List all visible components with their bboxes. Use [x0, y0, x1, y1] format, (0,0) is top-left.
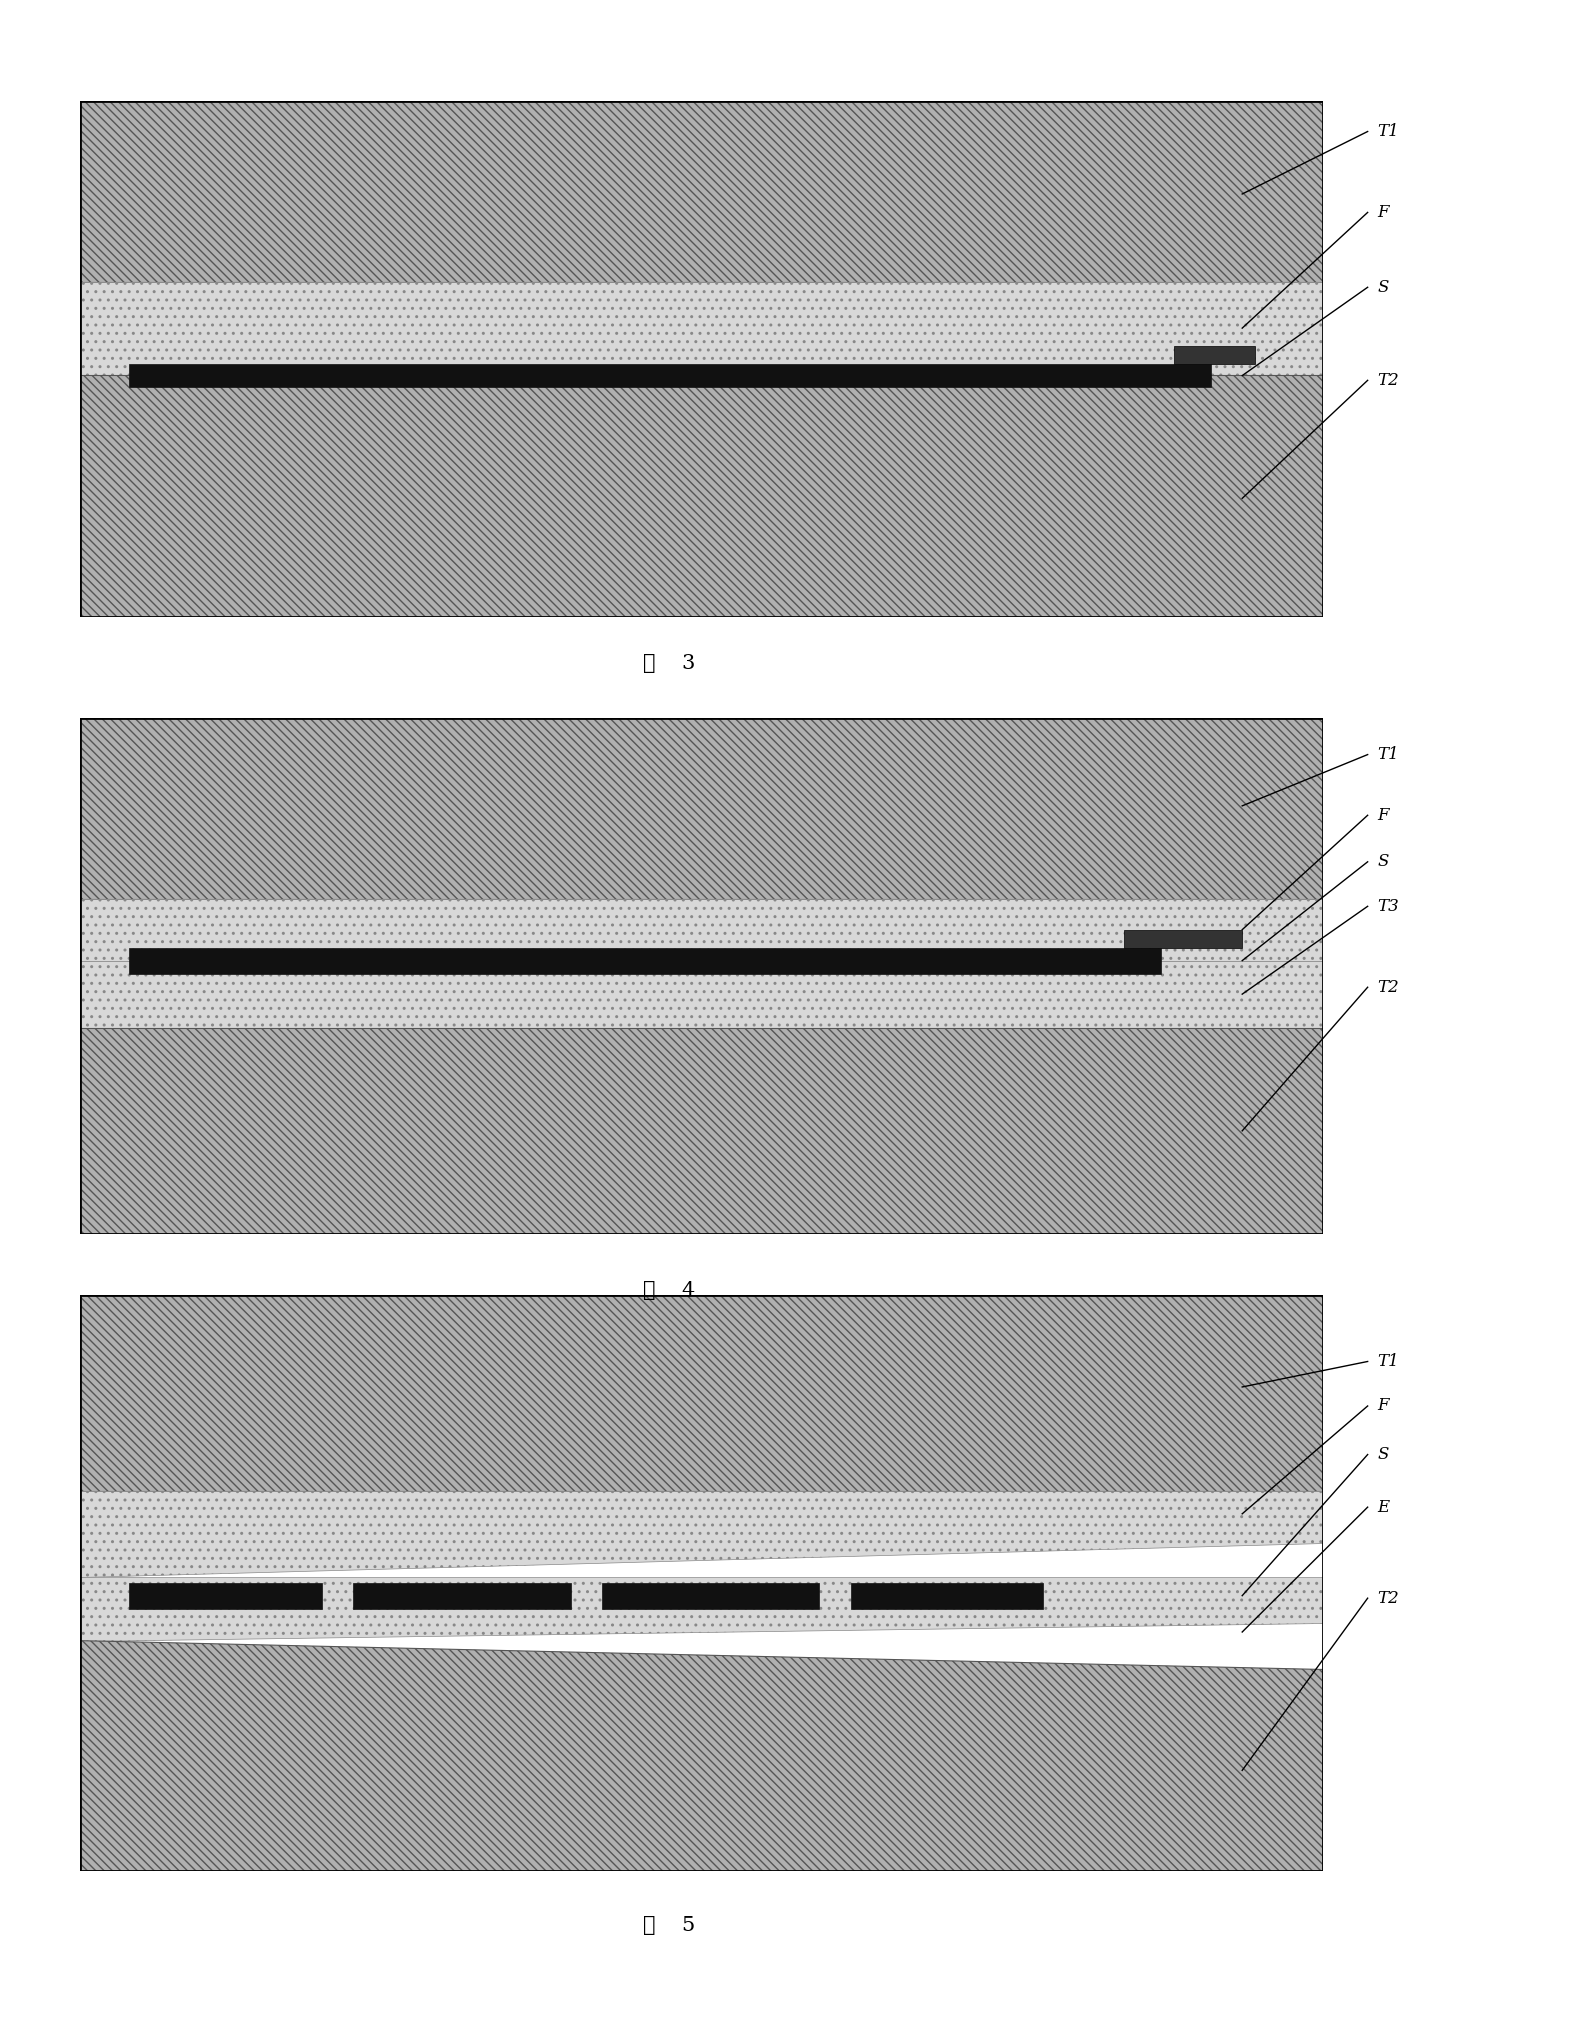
- Bar: [80, 374, 1323, 617]
- Text: T1: T1: [1377, 123, 1400, 140]
- Text: F: F: [1377, 204, 1388, 221]
- Text: 图    4: 图 4: [644, 1281, 695, 1301]
- Text: 图    5: 图 5: [644, 1916, 695, 1936]
- Bar: [80, 718, 1323, 898]
- Bar: [851, 1584, 1044, 1608]
- Text: T2: T2: [1377, 372, 1400, 388]
- Bar: [603, 1584, 819, 1608]
- Bar: [1124, 931, 1242, 947]
- Text: 图    3: 图 3: [644, 653, 695, 674]
- Text: F: F: [1377, 1398, 1388, 1414]
- Bar: [129, 364, 1211, 388]
- Text: E: E: [1377, 1499, 1390, 1515]
- Text: T1: T1: [1377, 1353, 1400, 1370]
- Bar: [80, 1028, 1323, 1234]
- Bar: [129, 1584, 322, 1608]
- Bar: [80, 898, 1323, 961]
- Text: S: S: [1377, 279, 1388, 295]
- Bar: [129, 947, 1162, 973]
- Text: T2: T2: [1377, 979, 1400, 995]
- Text: T2: T2: [1377, 1590, 1400, 1606]
- Bar: [80, 961, 1323, 1028]
- Text: T1: T1: [1377, 746, 1400, 763]
- Text: S: S: [1377, 854, 1388, 870]
- Bar: [1173, 346, 1254, 364]
- Polygon shape: [80, 1578, 1323, 1641]
- Bar: [80, 281, 1323, 374]
- Text: S: S: [1377, 1446, 1388, 1463]
- Text: T3: T3: [1377, 898, 1400, 914]
- Polygon shape: [80, 1295, 1323, 1491]
- Polygon shape: [80, 1491, 1323, 1578]
- Bar: [354, 1584, 571, 1608]
- Text: F: F: [1377, 807, 1388, 823]
- Polygon shape: [80, 1641, 1323, 1871]
- Bar: [80, 101, 1323, 281]
